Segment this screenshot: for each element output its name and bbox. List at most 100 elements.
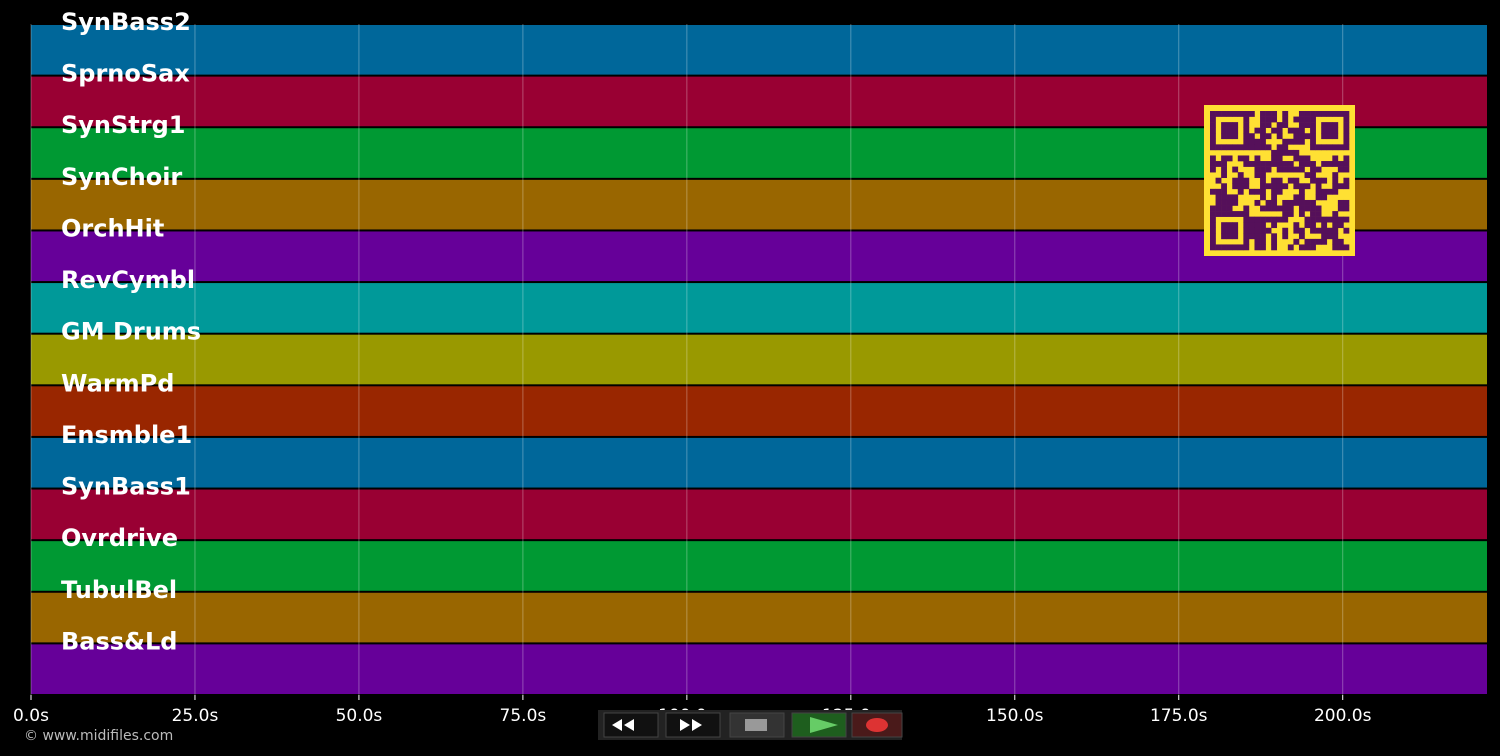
track-lane [31, 489, 1487, 540]
qr-module [1260, 133, 1266, 140]
qr-module [1265, 161, 1272, 167]
qr-module [1343, 122, 1350, 128]
record-button[interactable] [851, 712, 903, 738]
qr-module [1260, 116, 1266, 123]
qr-module [1210, 166, 1216, 173]
qr-module [1315, 194, 1322, 201]
x-tick-label: 175.0s [1150, 706, 1208, 726]
qr-module [1243, 244, 1250, 251]
qr-module [1215, 161, 1222, 167]
qr-module [1221, 211, 1227, 217]
qr-module [1248, 138, 1255, 145]
qr-module [1232, 194, 1239, 201]
qr-module [1298, 194, 1305, 201]
qr-module [1343, 155, 1350, 162]
qr-module [1321, 216, 1328, 223]
qr-module [1260, 222, 1266, 229]
stop-button[interactable] [729, 712, 785, 738]
qr-module [1293, 116, 1300, 123]
qr-module [1254, 144, 1261, 151]
qr-module [1310, 205, 1316, 212]
qr-module [1293, 227, 1300, 234]
qr-module [1276, 122, 1283, 128]
qr-module [1282, 183, 1289, 190]
qr-module [1298, 183, 1305, 190]
qr-module [1298, 138, 1305, 145]
qr-module [1337, 161, 1344, 167]
qr-module [1243, 127, 1250, 134]
qr-module [1326, 227, 1333, 234]
qr-module [1243, 216, 1250, 223]
qr-module [1260, 144, 1266, 151]
play-button[interactable] [791, 712, 847, 738]
qr-module [1232, 177, 1239, 184]
qr-module [1260, 216, 1266, 223]
qr-module [1226, 144, 1233, 151]
qr-module [1254, 166, 1261, 173]
qr-module [1321, 127, 1328, 134]
rewind-button[interactable] [603, 712, 659, 738]
qr-module [1343, 116, 1350, 123]
qr-module [1276, 133, 1283, 140]
qr-module [1310, 111, 1316, 117]
qr-module [1271, 155, 1278, 162]
qr-module [1304, 199, 1311, 206]
qr-module [1215, 177, 1222, 184]
qr-module [1271, 183, 1278, 190]
qr-module [1343, 199, 1350, 206]
qr-module [1282, 122, 1289, 128]
qr-module [1243, 205, 1250, 212]
qr-module [1271, 194, 1278, 201]
qr-module [1276, 177, 1283, 184]
x-tick-label: 50.0s [336, 706, 383, 726]
qr-module [1226, 227, 1233, 234]
qr-module [1293, 127, 1300, 134]
qr-module [1210, 144, 1216, 151]
qr-module [1226, 233, 1233, 240]
qr-module [1232, 166, 1239, 173]
qr-module [1332, 172, 1339, 179]
qr-module [1215, 205, 1222, 212]
track-lane [31, 283, 1487, 333]
qr-module [1215, 194, 1222, 201]
qr-module [1271, 222, 1278, 229]
qr-module [1265, 183, 1272, 190]
qr-module [1276, 127, 1283, 134]
qr-module [1232, 199, 1239, 206]
qr-module [1298, 205, 1305, 212]
qr-module [1282, 116, 1289, 123]
qr-module [1271, 149, 1278, 156]
qr-module [1321, 227, 1328, 234]
qr-module [1243, 111, 1250, 117]
qr-module [1326, 161, 1333, 167]
qr-module [1237, 188, 1244, 195]
qr-module [1321, 122, 1328, 128]
qr-module [1304, 183, 1311, 190]
qr-module [1326, 188, 1333, 195]
qr-module [1298, 155, 1305, 162]
qr-module [1315, 177, 1322, 184]
qr-module [1287, 205, 1294, 212]
x-tick-label: 25.0s [172, 706, 219, 726]
qr-module [1293, 238, 1300, 245]
qr-module [1321, 188, 1328, 195]
qr-module [1310, 116, 1316, 123]
qr-module [1321, 144, 1328, 151]
qr-module [1232, 133, 1239, 140]
qr-module [1337, 238, 1344, 245]
fast-forward-button[interactable] [665, 712, 721, 738]
qr-module [1232, 122, 1239, 128]
qr-module [1315, 205, 1322, 212]
qr-module [1337, 216, 1344, 223]
qr-module [1343, 227, 1350, 234]
qr-module [1226, 222, 1233, 229]
track-name: TubulBel [61, 576, 177, 604]
qr-module [1282, 227, 1289, 234]
qr-module [1337, 183, 1344, 190]
qr-module [1210, 244, 1216, 251]
transport-controls [598, 710, 903, 740]
qr-module [1298, 122, 1305, 128]
track-name: RevCymbl [61, 266, 195, 294]
qr-module [1310, 244, 1316, 251]
